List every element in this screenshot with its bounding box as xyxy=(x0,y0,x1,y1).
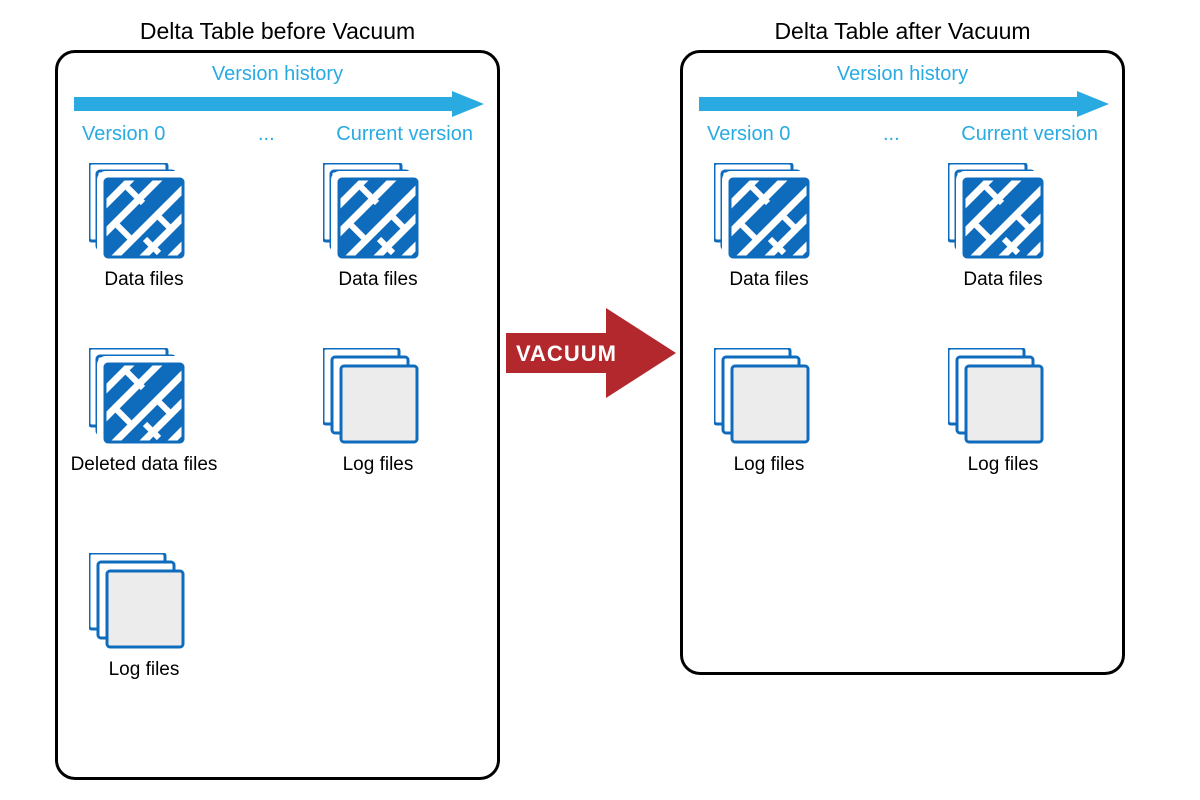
item-label: Log files xyxy=(298,454,458,476)
history-arrow-icon xyxy=(699,91,1117,119)
panel-after-title: Delta Table after Vacuum xyxy=(683,18,1122,45)
version0-label-left: Version 0 xyxy=(82,123,165,146)
ellipsis-label-right: ... xyxy=(883,123,900,146)
ellipsis-label-left: ... xyxy=(258,123,275,146)
panel-before-title: Delta Table before Vacuum xyxy=(58,18,497,45)
data-files-icon xyxy=(714,163,824,263)
history-label-right: Version history xyxy=(683,63,1122,86)
file-item: Log files xyxy=(923,348,1083,476)
file-item: Data files xyxy=(923,163,1083,291)
data-files-icon xyxy=(89,348,199,448)
current-label-left: Current version xyxy=(336,123,473,146)
version0-label-right: Version 0 xyxy=(707,123,790,146)
vacuum-label: VACUUM xyxy=(516,341,617,367)
log-files-icon xyxy=(948,348,1058,448)
file-item: Data files xyxy=(64,163,224,291)
panel-after: Delta Table after Vacuum Version history… xyxy=(680,50,1125,675)
item-label: Data files xyxy=(689,269,849,291)
history-label-left: Version history xyxy=(58,63,497,86)
file-item: Deleted data files xyxy=(64,348,224,476)
history-arrow-icon xyxy=(74,91,492,119)
item-label: Log files xyxy=(923,454,1083,476)
file-item: Log files xyxy=(689,348,849,476)
data-files-icon xyxy=(89,163,199,263)
item-label: Log files xyxy=(64,659,224,681)
file-item: Data files xyxy=(689,163,849,291)
item-label: Data files xyxy=(923,269,1083,291)
log-files-icon xyxy=(714,348,824,448)
item-label: Data files xyxy=(64,269,224,291)
data-files-icon xyxy=(323,163,433,263)
file-item: Data files xyxy=(298,163,458,291)
log-files-icon xyxy=(89,553,199,653)
item-label: Log files xyxy=(689,454,849,476)
panel-before: Delta Table before Vacuum Version histor… xyxy=(55,50,500,780)
log-files-icon xyxy=(323,348,433,448)
file-item: Log files xyxy=(298,348,458,476)
data-files-icon xyxy=(948,163,1058,263)
file-item: Log files xyxy=(64,553,224,681)
current-label-right: Current version xyxy=(961,123,1098,146)
item-label: Deleted data files xyxy=(64,454,224,476)
item-label: Data files xyxy=(298,269,458,291)
